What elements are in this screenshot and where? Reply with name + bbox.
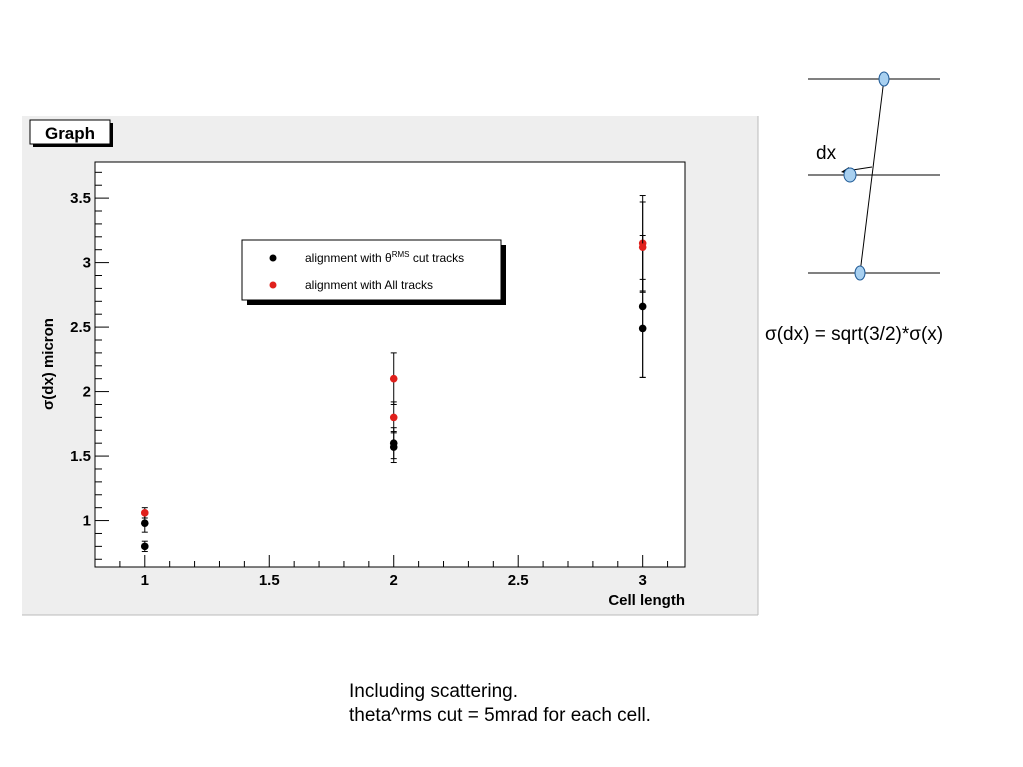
legend-marker [269, 254, 277, 262]
hit-marker-middle [843, 167, 857, 183]
dx-label: dx [816, 143, 837, 164]
y-axis: 1 1.5 2 2.5 3 3.5 [70, 171, 109, 560]
data-point [140, 542, 149, 551]
data-point [140, 519, 149, 527]
data-marks [140, 195, 647, 553]
legend-label-text: alignment with All tracks [305, 278, 433, 292]
x-axis-label: Cell length [608, 592, 685, 609]
legend-marker [269, 281, 277, 289]
y-tick-label: 1 [83, 513, 91, 530]
chart-title: Graph [45, 124, 95, 143]
y-tick-label: 3 [83, 255, 91, 272]
data-point [638, 324, 647, 333]
track-line [859, 78, 885, 274]
legend-label: alignment with θRMS cut tracks [305, 250, 464, 265]
x-tick-label: 1 [141, 572, 149, 589]
x-tick-label: 3 [639, 572, 647, 589]
legend-label-superscript: RMS [392, 250, 410, 259]
legend-label-suffix: cut tracks [410, 251, 465, 265]
legend: alignment with θRMS cut tracksalignment … [241, 239, 506, 305]
y-tick-label: 2.5 [70, 319, 91, 336]
y-tick-label: 2 [83, 384, 91, 401]
data-point [389, 413, 398, 422]
plot-frame [94, 161, 686, 568]
legend-box [241, 239, 502, 301]
caption: Including scattering. theta^rms cut = 5m… [349, 680, 651, 728]
caption-line-2: theta^rms cut = 5mrad for each cell. [349, 705, 651, 726]
title-box [29, 119, 111, 145]
data-point [140, 509, 149, 517]
x-axis: 1 1.5 2 2.5 3 [94, 555, 669, 589]
alignment-diagram: dx [808, 71, 940, 281]
hit-marker-bottom [854, 265, 866, 281]
x-tick-label: 1.5 [259, 572, 280, 589]
caption-line-1: Including scattering. [349, 681, 518, 702]
legend-label-text: alignment with θ [305, 251, 392, 265]
y-tick-label: 1.5 [70, 448, 91, 465]
resolution-formula: σ(dx) = sqrt(3/2)*σ(x) [765, 324, 944, 345]
x-tick-label: 2.5 [508, 572, 529, 589]
data-point [389, 374, 398, 383]
legend-label: alignment with All tracks [305, 278, 433, 292]
y-axis-label: σ(dx) micron [40, 318, 57, 410]
data-point [389, 443, 398, 451]
hit-marker-top [878, 71, 890, 87]
y-tick-label: 3.5 [70, 190, 91, 207]
data-point [638, 243, 647, 251]
x-tick-label: 2 [390, 572, 398, 589]
